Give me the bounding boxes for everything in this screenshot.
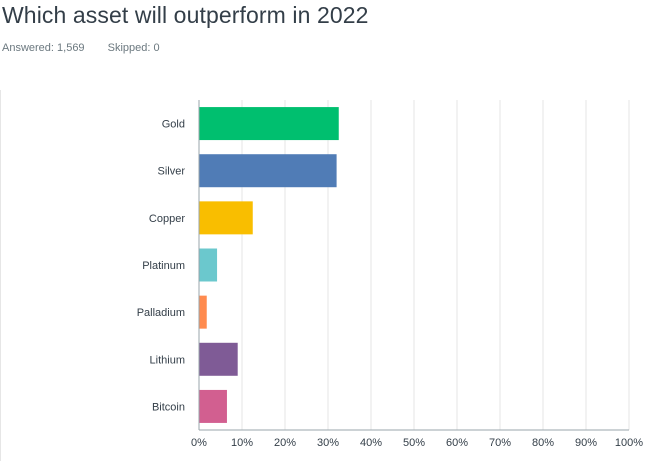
category-label: Copper [149,213,185,225]
bars [199,107,339,423]
bar-silver[interactable] [199,154,337,188]
x-tick-label: 90% [575,437,597,449]
bar-copper[interactable] [199,201,253,235]
x-tick-label: 40% [360,437,382,449]
category-label: Bitcoin [152,401,185,413]
category-label: Palladium [137,307,185,319]
x-tick-label: 80% [532,437,554,449]
bar-platinum[interactable] [199,248,218,282]
x-tick-label: 50% [403,437,425,449]
gridlines [241,100,630,430]
x-tick-label: 0% [191,437,207,449]
bar-lithium[interactable] [199,342,238,376]
x-tick-label: 10% [231,437,253,449]
response-stats: Answered: 1,569 Skipped: 0 [2,42,160,54]
skipped-count: Skipped: 0 [107,42,160,54]
question-title: Which asset will outperform in 2022 [2,2,369,28]
category-label: Platinum [142,260,185,272]
panel-left-border [0,90,1,461]
category-label: Lithium [150,354,185,366]
x-tick-label: 30% [317,437,339,449]
x-tick-label: 20% [274,437,296,449]
x-tick-label: 100% [615,437,643,449]
answered-count: Answered: 1,569 [2,42,85,54]
labels: 0% 10% 20% 30% 40% 50% 60% 70% 80% 90% 100% Gold Sil… [137,119,644,449]
x-tick-label: 70% [489,437,511,449]
category-label: Gold [162,119,185,131]
bar-gold[interactable] [199,107,339,141]
bar-palladium[interactable] [199,295,207,329]
category-label: Silver [157,166,185,178]
x-tick-label: 60% [446,437,468,449]
axes [198,100,629,431]
bar-bitcoin[interactable] [199,389,227,423]
